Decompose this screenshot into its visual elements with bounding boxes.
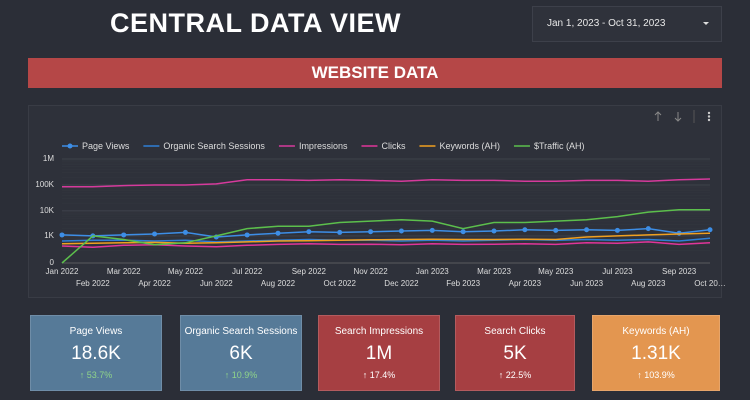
x-tick-label: Aug 2022 (261, 279, 296, 288)
x-tick-label: Jun 2023 (570, 279, 603, 288)
x-tick-label: May 2022 (168, 267, 204, 276)
point-marker (707, 227, 713, 233)
scorecard-value: 6K (229, 343, 253, 364)
point-marker (244, 232, 250, 238)
x-tick-label: Jun 2022 (200, 279, 233, 288)
scorecard: Organic Search Sessions 6K ↑ 10.9% (180, 315, 302, 391)
toolbar (654, 110, 711, 123)
point-marker (645, 226, 651, 232)
scorecard-change: ↑ 17.4% (362, 370, 396, 380)
y-tick-label: 1K (44, 231, 54, 240)
point-marker (676, 230, 682, 236)
legend-item: Impressions (278, 141, 348, 151)
x-tick-label: Oct 2022 (323, 279, 356, 288)
menu-icon[interactable] (707, 111, 711, 122)
x-tick-label: Nov 2022 (353, 267, 388, 276)
section-banner: WEBSITE DATA (28, 58, 722, 88)
scorecard-label: Search Clicks (484, 326, 546, 337)
legend-label: $Traffic (AH) (534, 141, 585, 151)
x-tick-label: Dec 2022 (384, 279, 419, 288)
point-marker (614, 227, 620, 233)
x-tick-label: Mar 2022 (107, 267, 141, 276)
y-tick-label: 0 (50, 258, 55, 267)
series-line (62, 178, 711, 188)
x-tick-label: Jan 2023 (416, 267, 449, 276)
point-marker (368, 229, 374, 235)
date-range-picker[interactable]: Jan 1, 2023 - Oct 31, 2023 (532, 6, 722, 42)
x-tick-label: Apr 2022 (138, 279, 171, 288)
series-line (61, 227, 711, 238)
x-tick-label: Jan 2022 (46, 267, 79, 276)
x-tick-label: Sep 2023 (662, 267, 697, 276)
legend-label: Impressions (299, 141, 348, 151)
x-tick-label: Apr 2023 (509, 279, 542, 288)
scorecard: Search Clicks 5K ↑ 22.5% (455, 315, 575, 391)
page-title: CENTRAL DATA VIEW (110, 8, 401, 38)
legend-item: Clicks (361, 141, 406, 151)
x-tick-label: Sep 2022 (292, 267, 327, 276)
legend-item: Organic Search Sessions (143, 141, 265, 151)
point-marker (522, 227, 528, 233)
scorecard-value: 1M (365, 343, 393, 364)
scorecard-label: Page Views (69, 326, 123, 337)
scorecard-change: ↑ 103.9% (637, 370, 675, 380)
point-marker (182, 229, 188, 235)
scorecard: Keywords (AH) 1.31K ↑ 103.9% (592, 315, 720, 391)
sort-down-icon[interactable] (674, 112, 682, 122)
scorecard-value: 18.6K (71, 343, 121, 364)
y-tick-label: 100K (35, 180, 54, 189)
series-line (61, 241, 711, 249)
scorecard-change: ↑ 22.5% (498, 370, 532, 380)
scorecard-label: Search Impressions (334, 326, 424, 337)
x-tick-label: Oct 20… (694, 279, 726, 288)
scorecard-value: 5K (503, 343, 527, 364)
y-tick-label: 10K (40, 206, 55, 215)
series-line (61, 209, 710, 264)
scorecard-label: Keywords (AH) (622, 326, 690, 337)
series-line (61, 237, 711, 243)
point-marker (121, 232, 127, 238)
point-marker (553, 227, 559, 233)
sort-up-icon[interactable] (654, 111, 662, 121)
x-tick-label: Jul 2023 (602, 267, 633, 276)
scorecard-change: ↑ 53.7% (79, 370, 113, 380)
legend-marker (67, 143, 73, 149)
y-tick-label: 1M (43, 154, 54, 163)
point-marker (59, 232, 65, 238)
legend-item: Page Views (62, 141, 130, 151)
legend-item: Keywords (AH) (419, 141, 500, 151)
scorecard: Page Views 18.6K ↑ 53.7% (30, 315, 162, 391)
point-marker (275, 230, 281, 236)
legend-label: Page Views (82, 141, 130, 151)
point-marker (152, 231, 158, 237)
point-marker (306, 229, 312, 235)
point-marker (429, 227, 435, 233)
series-line (61, 232, 711, 245)
point-marker (398, 228, 404, 234)
point-marker (491, 228, 497, 234)
x-tick-label: Aug 2023 (631, 279, 666, 288)
legend-label: Organic Search Sessions (163, 141, 265, 151)
scorecard: Search Impressions 1M ↑ 17.4% (318, 315, 440, 391)
scorecard-value: 1.31K (631, 343, 681, 364)
x-tick-label: Feb 2023 (446, 279, 480, 288)
scorecard-label: Organic Search Sessions (184, 326, 298, 337)
legend-item: $Traffic (AH) (513, 141, 585, 151)
legend-label: Keywords (AH) (439, 141, 500, 151)
legend-label: Clicks (381, 141, 405, 151)
scorecard-change: ↑ 10.9% (224, 370, 258, 380)
x-tick-label: May 2023 (538, 267, 574, 276)
chart-panel (28, 105, 722, 298)
point-marker (460, 229, 466, 235)
x-tick-label: Mar 2023 (477, 267, 511, 276)
point-marker (584, 227, 590, 233)
x-tick-label: Jul 2022 (232, 267, 263, 276)
x-tick-label: Feb 2022 (76, 279, 110, 288)
point-marker (337, 229, 343, 235)
